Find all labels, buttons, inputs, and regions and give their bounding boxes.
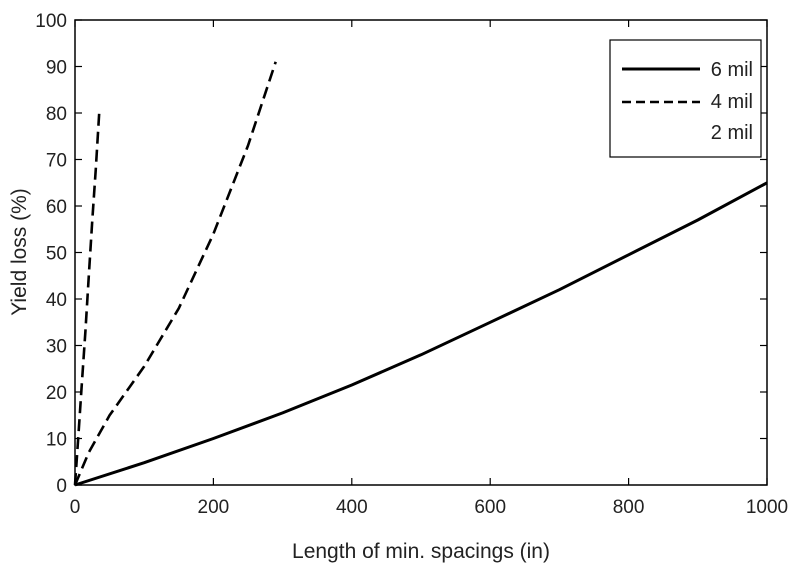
series-layer xyxy=(73,61,768,487)
y-ticks: 0 10 20 30 40 50 60 70 80 90 100 xyxy=(35,11,767,497)
series-line-6-mil xyxy=(74,181,768,487)
x-tick-label-600: 600 xyxy=(474,497,506,518)
y-tick-label-60: 60 xyxy=(46,197,67,218)
y-tick-label-80: 80 xyxy=(46,104,67,125)
y-tick-label-10: 10 xyxy=(46,430,67,451)
legend-label-2-mil: 2 mil xyxy=(711,122,753,144)
y-tick-label-100: 100 xyxy=(35,11,67,32)
y-tick-label-90: 90 xyxy=(46,58,67,79)
legend-label-4-mil: 4 mil xyxy=(711,91,753,113)
series-line-2-mil xyxy=(73,112,101,486)
legend: 6 mil 4 mil 2 mil xyxy=(609,39,762,158)
y-tick-label-50: 50 xyxy=(46,244,67,265)
legend-label-6-mil: 6 mil xyxy=(711,59,753,81)
x-ticks: 0 200 400 600 800 1000 xyxy=(70,20,788,518)
y-axis-label: Yield loss (%) xyxy=(8,188,31,316)
y-tick-label-40: 40 xyxy=(46,290,67,311)
y-tick-label-70: 70 xyxy=(46,151,67,172)
x-axis-label: Length of min. spacings (in) xyxy=(292,540,550,563)
legend-box xyxy=(609,39,762,158)
y-tick-label-20: 20 xyxy=(46,383,67,404)
y-tick-label-30: 30 xyxy=(46,337,67,358)
series-line-4-mil xyxy=(73,61,277,486)
x-tick-label-400: 400 xyxy=(336,497,368,518)
x-tick-label-200: 200 xyxy=(198,497,230,518)
y-tick-label-0: 0 xyxy=(56,476,67,497)
x-tick-label-1000: 1000 xyxy=(746,497,788,518)
x-tick-label-0: 0 xyxy=(70,497,81,518)
x-tick-label-800: 800 xyxy=(613,497,645,518)
